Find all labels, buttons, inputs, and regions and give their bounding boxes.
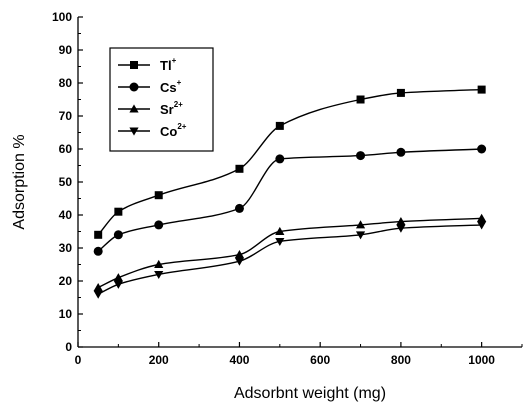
x-tick-label: 600 xyxy=(310,353,330,367)
y-tick-label: 30 xyxy=(59,241,73,255)
legend-marker-sr xyxy=(129,104,139,113)
legend-label-charge: 2+ xyxy=(177,122,186,131)
legend-marker-cs xyxy=(129,82,139,92)
data-point-sr xyxy=(113,273,123,282)
data-point-sr xyxy=(477,213,487,222)
data-point-cs xyxy=(396,147,406,157)
data-point-cs xyxy=(234,203,244,213)
data-point-co xyxy=(154,270,164,279)
data-point-co xyxy=(355,231,366,240)
y-tick-label: 0 xyxy=(65,340,72,354)
y-tick-label: 40 xyxy=(59,208,73,222)
legend-label-co: Co2+ xyxy=(160,122,187,139)
data-point-cs xyxy=(356,151,366,161)
data-point-co xyxy=(477,221,487,230)
legend-label-charge: 2+ xyxy=(174,100,183,109)
data-point-cs xyxy=(275,154,285,164)
data-point-tl xyxy=(94,230,103,239)
data-point-sr xyxy=(234,250,245,259)
y-tick-label: 20 xyxy=(59,274,73,288)
legend: Tl+Cs+Sr2+Co2+ xyxy=(109,47,214,152)
data-point-cs xyxy=(477,144,487,154)
fit-curve-co xyxy=(97,224,482,295)
data-point-tl xyxy=(275,121,284,130)
data-point-sr xyxy=(275,226,285,235)
data-point-tl xyxy=(114,207,123,216)
y-tick-label: 10 xyxy=(59,307,73,321)
y-tick-label: 70 xyxy=(59,109,73,123)
data-point-sr xyxy=(396,217,406,226)
y-tick-label: 80 xyxy=(59,76,73,90)
legend-label-text: Sr xyxy=(160,102,174,117)
data-point-cs xyxy=(93,246,103,256)
legend-label-sr: Sr2+ xyxy=(160,100,183,117)
legend-label-text: Co xyxy=(160,124,177,139)
data-point-sr xyxy=(93,283,103,292)
data-point-co xyxy=(396,224,406,233)
legend-marker-tl xyxy=(130,61,138,69)
fit-curve-sr xyxy=(97,217,482,289)
data-point-tl xyxy=(154,191,163,200)
y-axis-title: Adsorption % xyxy=(11,134,28,229)
data-point-tl xyxy=(396,88,405,97)
data-point-sr xyxy=(154,259,164,268)
legend-label-cs: Cs+ xyxy=(160,78,182,95)
data-point-sr xyxy=(355,220,366,229)
legend-label-charge: + xyxy=(177,78,182,87)
x-axis-title: Adsorbnt weight (mg) xyxy=(234,385,386,402)
data-point-co xyxy=(275,237,285,246)
legend-label-text: Cs xyxy=(160,80,177,95)
x-tick-label: 400 xyxy=(229,353,249,367)
y-tick-label: 90 xyxy=(59,43,73,57)
data-point-cs xyxy=(154,220,164,230)
y-tick-label: 60 xyxy=(59,142,73,156)
x-tick-label: 800 xyxy=(391,353,411,367)
y-tick-label: 50 xyxy=(59,175,73,189)
data-point-co xyxy=(113,280,123,289)
x-tick-label: 200 xyxy=(149,353,169,367)
legend-label-tl: Tl+ xyxy=(160,56,177,73)
data-point-cs xyxy=(113,230,123,240)
data-point-co xyxy=(234,257,245,266)
legend-marker-co xyxy=(129,127,139,136)
y-tick-label: 100 xyxy=(52,10,72,24)
data-point-tl xyxy=(356,95,365,104)
data-markers xyxy=(93,85,487,299)
x-tick-label: 0 xyxy=(75,353,82,367)
fit-curve-cs xyxy=(97,148,482,252)
legend-label-charge: + xyxy=(172,56,177,65)
legend-label-text: Tl xyxy=(160,58,172,73)
x-tick-label: 1000 xyxy=(468,353,495,367)
data-point-tl xyxy=(477,85,486,94)
data-point-tl xyxy=(235,164,244,173)
data-point-co xyxy=(93,290,103,299)
